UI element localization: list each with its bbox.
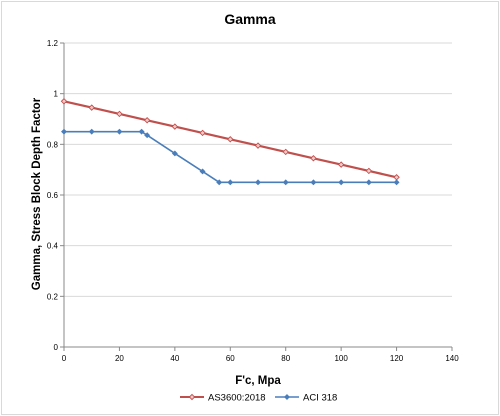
series-1-point-0 — [61, 128, 67, 135]
grid-lines — [64, 42, 452, 297]
series-0-point-6 — [227, 136, 234, 143]
x-tick-label-4: 80 — [281, 354, 290, 363]
series-0-point-10 — [337, 161, 345, 168]
x-tick-label-0: 0 — [62, 354, 67, 363]
series-1-point-6 — [199, 168, 206, 175]
y-tick-label-0: 0 — [54, 343, 59, 352]
series-1-point-10 — [282, 179, 289, 186]
series-1-point-14 — [393, 179, 400, 186]
series-0-point-0 — [60, 98, 68, 105]
series-0-point-3 — [143, 117, 151, 124]
series-0-point-1 — [88, 104, 95, 111]
y-tick-label-5: 1 — [54, 90, 59, 99]
y-tick-label-2: 0.4 — [47, 242, 59, 251]
series-1-point-5 — [171, 150, 178, 157]
chart-title: Gamma — [224, 11, 276, 27]
legend-label-0: AS3600:2018 — [208, 393, 266, 404]
axes — [60, 42, 453, 351]
series-1-point-11 — [310, 179, 317, 186]
series-0-point-7 — [254, 142, 262, 149]
series-1-point-4 — [144, 132, 151, 139]
x-tick-label-2: 40 — [170, 354, 179, 363]
y-tick-label-3: 0.6 — [47, 191, 59, 200]
x-tick-label-6: 120 — [390, 354, 404, 363]
series-0-point-11 — [365, 167, 373, 175]
legend: AS3600:2018 ACI 318 — [180, 393, 337, 404]
legend-swatch-marker-1 — [284, 394, 290, 400]
series-0-point-2 — [116, 110, 123, 118]
series-0-point-8 — [282, 148, 289, 156]
series-0-point-12 — [393, 174, 400, 181]
x-tick-label-3: 60 — [226, 354, 235, 363]
series-1-point-3 — [138, 128, 145, 135]
y-tick-label-1: 0.2 — [47, 292, 59, 301]
series-1-point-2 — [116, 128, 123, 135]
y-tick-labels: 0 0.2 0.4 0.6 0.8 1 1.2 — [47, 39, 59, 352]
series-1-point-9 — [255, 179, 261, 186]
x-tick-label-1: 20 — [115, 354, 124, 363]
series-0-point-9 — [310, 155, 317, 162]
series-0-point-4 — [171, 123, 179, 130]
legend-label-1: ACI 318 — [303, 393, 337, 404]
series-1-point-1 — [88, 128, 95, 135]
series-1-point-7 — [216, 179, 223, 186]
x-tick-label-7: 140 — [445, 354, 459, 363]
legend-swatch-marker-0 — [188, 393, 196, 401]
series-1-point-13 — [365, 179, 372, 186]
series-0-point-5 — [199, 129, 206, 137]
y-tick-label-4: 0.8 — [47, 140, 59, 149]
series-1-point-12 — [338, 179, 345, 186]
x-tick-labels: 0 20 40 60 80 100 120 140 — [62, 354, 459, 363]
x-tick-label-5: 100 — [334, 354, 348, 363]
series-layer — [60, 98, 400, 186]
y-axis-title: Gamma, Stress Block Depth Factor — [31, 97, 43, 290]
x-axis-title: F'c, Mpa — [235, 375, 281, 387]
series-1-point-8 — [227, 179, 234, 186]
y-tick-label-6: 1.2 — [47, 39, 59, 48]
